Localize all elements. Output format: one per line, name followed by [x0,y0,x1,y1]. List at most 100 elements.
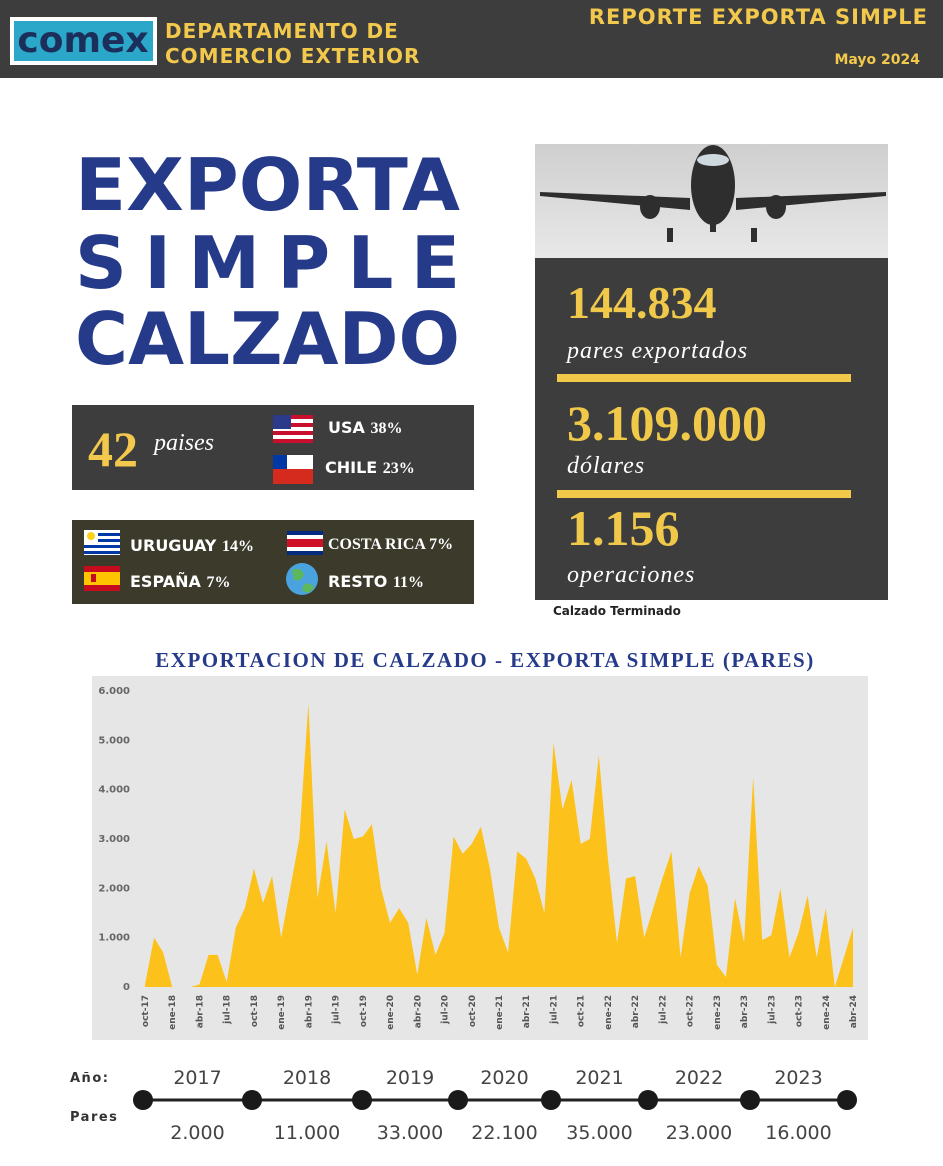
timeline-dot [352,1090,372,1110]
y-tick-label: 5.000 [98,735,130,746]
timeline-pares: 23.000 [666,1122,732,1144]
x-tick-label: oct-17 [141,995,151,1027]
x-tick-label: jul-21 [549,995,559,1025]
timeline-year: 2021 [575,1067,623,1089]
plane-silhouette [540,145,886,242]
x-tick-label: abr-18 [195,995,205,1028]
x-tick-label: abr-22 [631,995,641,1028]
timeline-year: 2019 [386,1067,434,1089]
x-tick-label: oct-19 [359,995,369,1027]
flag-costa-rica [287,531,323,555]
logo-bg [14,21,153,61]
country-count-label: paises [152,430,214,456]
x-tick-label: abr-24 [849,995,859,1028]
timeline-dot [242,1090,262,1110]
timeline-year: 2018 [283,1067,331,1089]
country-name: ESPAÑA [130,572,201,591]
header-bar [0,0,943,78]
country: RESTO 11% [328,572,424,591]
stat-value: 1.156 [567,500,680,556]
country-share: 38% [370,420,402,437]
stat-value: 3.109.000 [567,395,767,451]
flag-usa [273,415,313,443]
timeline-pares: 11.000 [274,1122,340,1144]
report-date: Mayo 2024 [834,52,920,68]
y-tick-label: 1.000 [98,933,130,944]
logo-text: comex [17,20,148,61]
x-tick-label: jul-18 [223,995,233,1025]
x-tick-label: jul-20 [441,995,451,1025]
country-name: USA [328,418,366,437]
country-share: 14% [222,538,254,555]
country: COSTA RICA 7% [328,536,453,553]
timeline-pares: 2.000 [170,1122,224,1144]
timeline-year: 2022 [675,1067,723,1089]
x-tick-label: oct-21 [577,995,587,1027]
countries-box [72,520,474,604]
department-line: DEPARTAMENTO DE [165,19,399,43]
country-share: 23% [383,460,415,477]
country-share: 11% [393,574,424,591]
report-title: REPORTE EXPORTA SIMPLE [589,5,928,29]
x-tick-label: oct-20 [468,995,478,1027]
country-name: COSTA RICA [328,536,426,553]
chart-title: EXPORTACION DE CALZADO - EXPORTA SIMPLE … [155,648,814,672]
area [145,703,853,987]
country-share: 7% [429,536,453,553]
y-tick-label: 3.000 [98,834,130,845]
timeline-dot [837,1090,857,1110]
timeline-dot [740,1090,760,1110]
x-tick-label: ene-20 [386,995,396,1030]
x-tick-label: jul-19 [332,995,342,1025]
country-name: URUGUAY [130,536,217,555]
stats-panel [535,258,888,600]
stat-value: 144.834 [567,277,717,328]
x-tick-label: ene-22 [604,995,614,1030]
country-name: RESTO [328,572,387,591]
x-tick-label: oct-18 [250,995,260,1027]
timeline-pares: 33.000 [377,1122,443,1144]
x-tick-label: ene-18 [168,995,178,1030]
flag-espana [84,566,120,591]
flag-uruguay [84,530,120,555]
timeline-year: 2020 [480,1067,528,1089]
y-tick-label: 2.000 [98,883,130,894]
x-tick-label: oct-23 [795,995,805,1027]
x-tick-label: jul-22 [658,995,668,1025]
timeline-dot [638,1090,658,1110]
timeline-year: 2017 [173,1067,221,1089]
stat-label: operaciones [567,562,695,588]
x-tick-label: oct-22 [686,995,696,1027]
x-tick-label: abr-21 [522,995,532,1028]
divider [557,490,851,498]
hero-line: EXPORTA [75,143,460,227]
timeline-dot [133,1090,153,1110]
x-tick-label: ene-23 [713,995,723,1030]
stat-label: dólares [567,453,645,479]
x-tick-label: abr-23 [740,995,750,1028]
timeline-dot [448,1090,468,1110]
timeline-pares-label: Pares [70,1110,118,1125]
timeline-pares: 16.000 [765,1122,831,1144]
globe-icon [286,563,318,595]
stats-note: Calzado Terminado [553,604,681,618]
flag-chile [273,455,313,484]
x-tick-label: ene-19 [277,995,287,1030]
timeline-pares: 22.100 [471,1122,537,1144]
y-tick-label: 0 [123,982,130,993]
x-tick-label: abr-19 [304,995,314,1028]
x-tick-label: abr-20 [413,995,423,1028]
divider [557,374,851,382]
timeline-year: 2023 [774,1067,822,1089]
y-tick-label: 6.000 [98,686,130,697]
country-share: 7% [206,574,230,591]
timeline-dot [541,1090,561,1110]
department-line: COMERCIO EXTERIOR [165,44,420,68]
hero-line: CALZADO [75,297,460,381]
x-tick-label: jul-23 [767,995,777,1025]
country-name: CHILE [325,458,377,477]
country: URUGUAY 14% [130,536,254,555]
stat-label: pares exportados [565,338,748,364]
